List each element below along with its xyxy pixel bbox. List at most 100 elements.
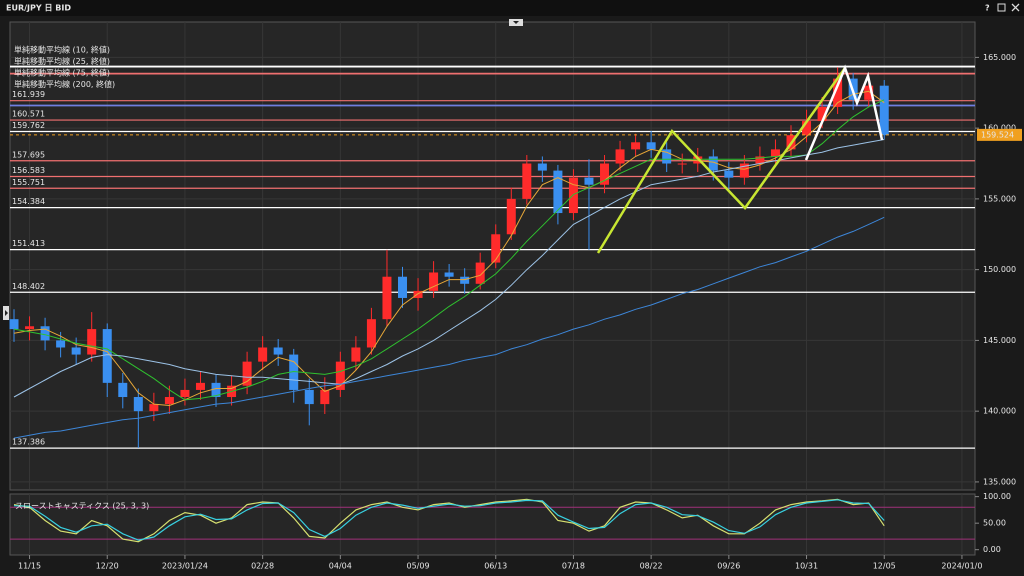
- x-tick-label: 02/28: [251, 562, 274, 571]
- moving-average-line: [13, 90, 885, 407]
- y-tick-label: 140.000: [983, 407, 1016, 416]
- price-level-label: 156.583: [12, 166, 45, 175]
- legend-entry: 単純移動平均線 (200, 終値): [14, 79, 115, 89]
- candle-body: [413, 290, 423, 298]
- side-arrow: [5, 310, 8, 316]
- candle-body: [615, 149, 625, 164]
- x-tick-label: 07/18: [562, 562, 585, 571]
- candle-body: [522, 163, 532, 199]
- window-title: EUR/JPY 日 BID: [6, 4, 71, 13]
- stochastic-line: [13, 499, 885, 541]
- price-level-label: 155.751: [12, 178, 45, 187]
- y-tick-label: 145.000: [983, 336, 1016, 345]
- candle-body: [537, 163, 547, 171]
- candle-body: [273, 347, 283, 355]
- candle-body: [662, 149, 672, 164]
- trend-drawing: [596, 67, 847, 254]
- candle-body: [491, 234, 501, 263]
- candle-body: [475, 262, 485, 284]
- candle-body: [506, 198, 516, 235]
- y-tick-label: 150.000: [983, 265, 1016, 274]
- candle-body: [25, 326, 35, 330]
- candle-body: [366, 319, 376, 348]
- price-level-label: 137.386: [12, 438, 45, 447]
- legend-entry: 単純移動平均線 (10, 終値): [14, 45, 110, 55]
- candle-body: [429, 272, 439, 291]
- candle-body: [755, 156, 765, 164]
- candle-body: [631, 142, 641, 150]
- help-button[interactable]: ?: [985, 4, 990, 13]
- candle-body: [40, 326, 50, 341]
- candle-body: [289, 354, 299, 390]
- x-tick-label: 10/31: [795, 562, 818, 571]
- moving-average-line: [13, 216, 885, 439]
- x-tick-label: 08/22: [640, 562, 663, 571]
- candle-body: [802, 121, 812, 136]
- indicator-title: スローストキャスティクス (25, 3, 3): [15, 502, 149, 511]
- price-level-label: 160.571: [12, 110, 45, 119]
- candle-body: [102, 329, 112, 383]
- y-tick-label: 100.00: [983, 492, 1011, 501]
- candle-body: [677, 163, 687, 165]
- candle-body: [724, 170, 734, 178]
- candle-body: [87, 329, 97, 355]
- candle-body: [335, 361, 345, 390]
- close-button[interactable]: [1011, 3, 1020, 12]
- candle-body: [646, 142, 656, 150]
- y-tick-label: 155.000: [983, 194, 1016, 203]
- price-level-label: 159.762: [12, 121, 45, 130]
- x-tick-label: 11/15: [18, 562, 41, 571]
- candle-body: [460, 276, 470, 284]
- candle-body: [149, 404, 159, 412]
- x-tick-label: 06/13: [484, 562, 507, 571]
- y-tick-label: 50.00: [983, 519, 1006, 528]
- candle-body: [739, 163, 749, 178]
- candle-body: [584, 177, 594, 185]
- candle-body: [568, 177, 578, 214]
- candle-body: [833, 78, 843, 107]
- price-level-label: 148.402: [12, 282, 45, 291]
- candle-body: [770, 149, 780, 157]
- x-tick-label: 2023/01/24: [162, 562, 208, 571]
- candle-body: [180, 389, 190, 398]
- candle-body: [444, 272, 454, 277]
- current-price-label: 159.524: [981, 130, 1014, 139]
- x-tick-label: 12/05: [873, 562, 896, 571]
- price-level-label: 151.413: [12, 239, 45, 248]
- candle-body: [56, 340, 66, 348]
- candle-body: [118, 382, 128, 398]
- x-tick-label: 2024/01/0: [941, 562, 982, 571]
- maximize-button[interactable]: [997, 3, 1006, 12]
- candle-body: [211, 382, 221, 398]
- candle-body: [258, 347, 268, 362]
- candle-body: [351, 347, 361, 362]
- x-tick-label: 04/04: [329, 562, 352, 571]
- moving-average-line: [13, 139, 885, 398]
- price-level-label: 161.939: [12, 90, 45, 99]
- candle-body: [195, 382, 205, 390]
- candle-body: [553, 170, 563, 214]
- x-tick-label: 09/26: [717, 562, 740, 571]
- x-tick-label: 12/20: [96, 562, 119, 571]
- y-tick-label: 135.000: [983, 477, 1016, 486]
- legend-entry: 単純移動平均線 (25, 終値): [14, 56, 110, 66]
- price-level-label: 154.384: [12, 197, 45, 206]
- candle-body: [879, 85, 889, 136]
- candle-body: [320, 389, 330, 405]
- candle-body: [382, 276, 392, 320]
- stochastic-line: [13, 498, 885, 543]
- y-tick-label: 0.00: [983, 545, 1001, 554]
- candle-body: [864, 85, 874, 100]
- candle-body: [304, 389, 314, 405]
- legend-entry: 単純移動平均線 (75, 終値): [14, 68, 110, 78]
- candle-body: [133, 397, 143, 412]
- title-bar: [0, 0, 1024, 16]
- candle-body: [708, 156, 718, 171]
- candle-body: [164, 397, 174, 405]
- candle-body: [398, 276, 407, 298]
- collapse-arrow: [513, 21, 519, 24]
- candle-body: [9, 319, 19, 330]
- current-price-box: [977, 128, 1022, 141]
